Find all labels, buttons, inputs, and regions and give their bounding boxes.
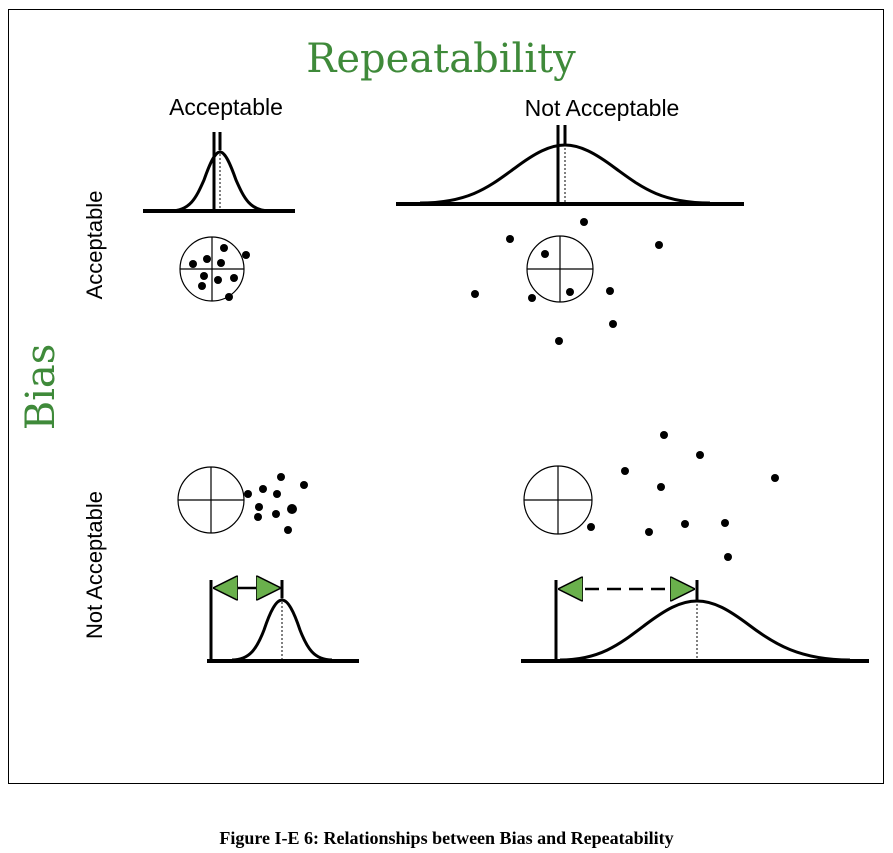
figure-caption: Figure I-E 6: Relationships between Bias… bbox=[219, 828, 674, 848]
col-label-acceptable: Acceptable bbox=[169, 94, 283, 120]
curve-acceptable-acceptable bbox=[143, 132, 295, 213]
target-not-acceptable-acceptable bbox=[177, 466, 308, 534]
col-label-not-acceptable: Not Acceptable bbox=[525, 95, 680, 121]
target-not-acceptable-not-acceptable bbox=[523, 431, 779, 561]
target-acceptable-acceptable bbox=[179, 236, 250, 302]
target-acceptable-not-acceptable bbox=[471, 218, 663, 345]
bias-axis-label: Bias bbox=[18, 344, 64, 431]
curve-not-acceptable-not-acceptable bbox=[521, 580, 869, 663]
figure-frame bbox=[8, 9, 884, 784]
curve-not-acceptable-acceptable bbox=[207, 580, 359, 663]
row-label-not-acceptable: Not Acceptable bbox=[82, 491, 107, 639]
curve-acceptable-not-acceptable bbox=[396, 125, 744, 206]
diagram-title: Repeatability bbox=[306, 36, 576, 82]
row-label-acceptable: Acceptable bbox=[82, 191, 107, 300]
